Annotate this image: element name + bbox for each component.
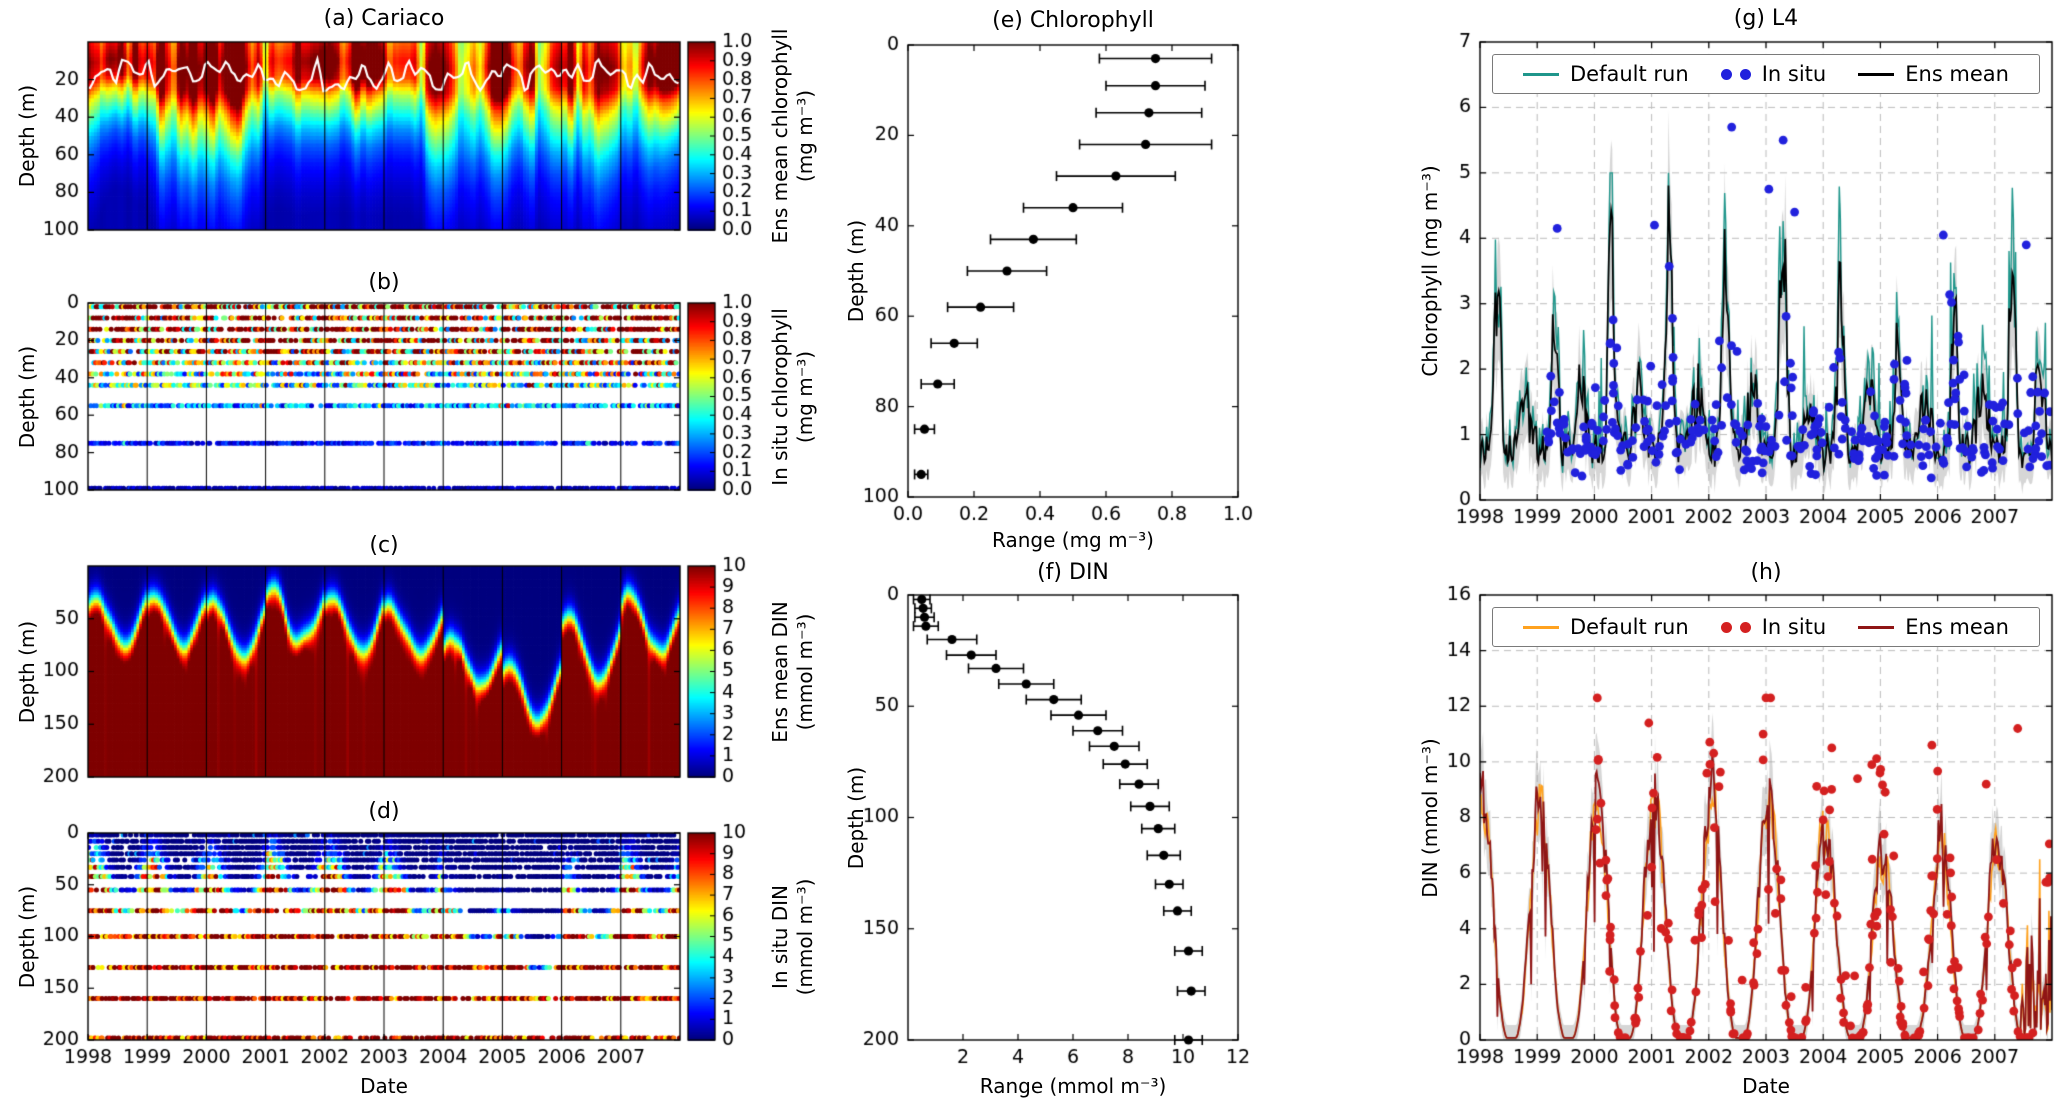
ens-mean-line-swatch bbox=[1858, 72, 1895, 76]
dot-icon bbox=[1720, 621, 1732, 633]
panel-a-ylabel: Depth (m) bbox=[15, 84, 39, 188]
ens-mean-label: Ens mean bbox=[1905, 62, 2009, 86]
colorbar-label-line2: (mg m⁻³) bbox=[793, 350, 817, 444]
colorbar-label-line2: (mmol m⁻³) bbox=[793, 613, 817, 731]
colorbar-label-line1: Ens mean chlorophyll bbox=[768, 28, 792, 244]
dot-icon bbox=[1720, 68, 1732, 80]
panel-e-xlabel: Range (mg m⁻³) bbox=[992, 528, 1154, 552]
panel-c-title: (c) bbox=[369, 533, 399, 558]
panel-c-colorbar-label: Ens mean DIN (mmol m⁻³) bbox=[768, 601, 818, 742]
colorbar-label-line1: Ens mean DIN bbox=[768, 601, 792, 743]
panel-c-ylabel: Depth (m) bbox=[15, 620, 39, 724]
legend-entry-in-situ: In situ bbox=[1720, 62, 1827, 86]
in-situ-label: In situ bbox=[1761, 62, 1827, 86]
in-situ-dots-swatch bbox=[1720, 68, 1751, 80]
default-run-label: Default run bbox=[1570, 615, 1689, 639]
panel-d-xlabel: Date bbox=[360, 1074, 408, 1098]
legend-entry-ens-mean: Ens mean bbox=[1858, 615, 2009, 639]
in-situ-label: In situ bbox=[1761, 615, 1827, 639]
panel-a-title: (a) Cariaco bbox=[323, 6, 445, 31]
panel-h-xlabel: Date bbox=[1742, 1074, 1790, 1098]
panel-f-ylabel: Depth (m) bbox=[844, 766, 868, 870]
panel-f-title: (f) DIN bbox=[1037, 560, 1109, 585]
legend-entry-in-situ: In situ bbox=[1720, 615, 1827, 639]
legend-entry-default-run: Default run bbox=[1523, 62, 1689, 86]
panel-e-title: (e) Chlorophyll bbox=[992, 8, 1154, 33]
panel-h-legend: Default run In situ Ens mean bbox=[1492, 607, 2040, 647]
default-run-line-swatch bbox=[1523, 625, 1559, 629]
dot-icon bbox=[1739, 68, 1751, 80]
dot-icon bbox=[1739, 621, 1751, 633]
colorbar-label-line1: In situ DIN bbox=[768, 884, 792, 990]
panel-e-ylabel: Depth (m) bbox=[844, 219, 868, 323]
colorbar-label-line2: (mg m⁻³) bbox=[793, 89, 817, 183]
panel-b-title: (b) bbox=[368, 270, 400, 295]
panel-g-legend: Default run In situ Ens mean bbox=[1492, 54, 2040, 94]
panel-f-xlabel: Range (mmol m⁻³) bbox=[979, 1074, 1167, 1098]
panel-g-ylabel: Chlorophyll (mg m⁻³) bbox=[1418, 165, 1442, 377]
colorbar-label-line2: (mmol m⁻³) bbox=[793, 878, 817, 996]
ens-mean-label: Ens mean bbox=[1905, 615, 2009, 639]
panel-a-colorbar-label: Ens mean chlorophyll (mg m⁻³) bbox=[768, 29, 818, 244]
legend-entry-default-run: Default run bbox=[1523, 615, 1689, 639]
panel-h-title: (h) bbox=[1750, 560, 1782, 585]
panel-g-title: (g) L4 bbox=[1733, 6, 1799, 31]
ens-mean-line-swatch bbox=[1858, 625, 1895, 629]
legend-entry-ens-mean: Ens mean bbox=[1858, 62, 2009, 86]
panel-d-title: (d) bbox=[368, 799, 400, 824]
panel-b-colorbar-label: In situ chlorophyll (mg m⁻³) bbox=[768, 308, 818, 486]
colorbar-label-line1: In situ chlorophyll bbox=[768, 308, 792, 486]
default-run-label: Default run bbox=[1570, 62, 1689, 86]
in-situ-dots-swatch bbox=[1720, 621, 1751, 633]
panel-d-ylabel: Depth (m) bbox=[15, 885, 39, 989]
panel-h-ylabel: DIN (mmol m⁻³) bbox=[1418, 738, 1442, 898]
default-run-line-swatch bbox=[1523, 72, 1559, 76]
panel-b-ylabel: Depth (m) bbox=[15, 345, 39, 449]
panel-d-colorbar-label: In situ DIN (mmol m⁻³) bbox=[768, 879, 818, 996]
